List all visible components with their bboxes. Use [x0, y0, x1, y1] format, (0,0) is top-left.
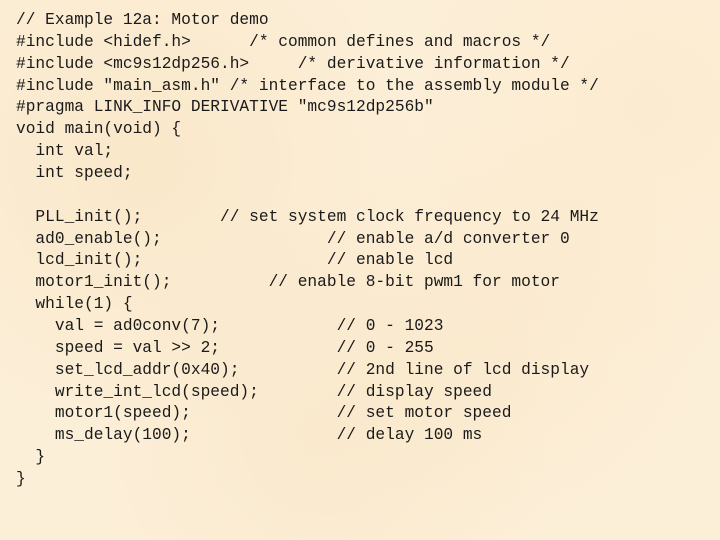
code-block: // Example 12a: Motor demo #include <hid…	[16, 10, 704, 491]
